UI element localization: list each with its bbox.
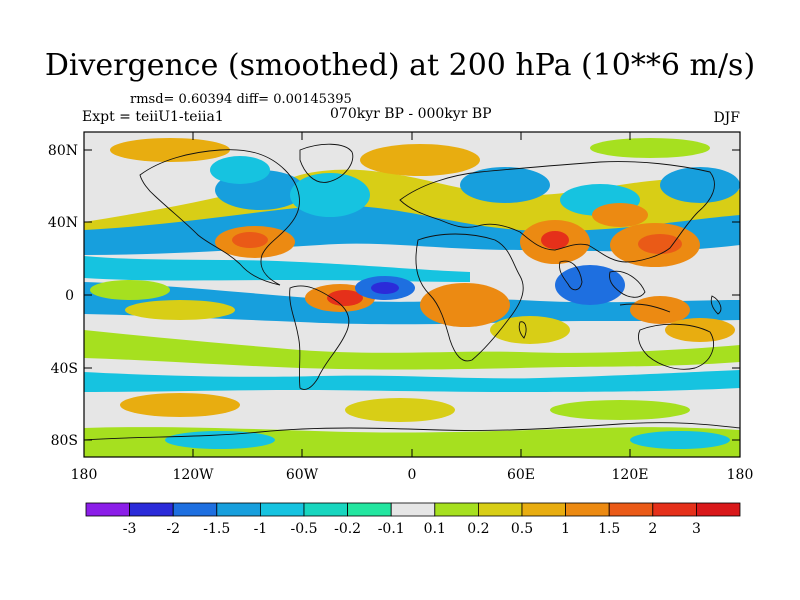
colorbar-label: 0.1 <box>424 521 446 537</box>
colorbar-swatch <box>477 502 523 517</box>
lat-label: 40S <box>51 361 78 377</box>
divergence-field <box>84 132 740 457</box>
season-label: DJF <box>713 110 740 126</box>
lat-label: 0 <box>65 288 74 304</box>
experiment-label: Expt = teiiU1-teiia1 <box>82 109 224 125</box>
colorbar-swatch <box>608 502 654 517</box>
colorbar-swatch <box>696 502 741 517</box>
colorbar-swatch <box>565 502 610 517</box>
colorbar <box>85 502 741 517</box>
colorbar-swatch <box>521 502 566 517</box>
stats-text: rmsd= 0.60394 diff= 0.00145395 <box>130 92 352 107</box>
colorbar-label: 0.2 <box>467 521 489 537</box>
colorbar-label: 3 <box>692 521 701 537</box>
lon-label: 60W <box>286 467 319 483</box>
plot-title: Divergence (smoothed) at 200 hPa (10**6 … <box>44 48 756 83</box>
lat-labels: 80N 40N 0 40S 80S <box>48 143 78 449</box>
lon-label: 120E <box>612 467 649 483</box>
colorbar-swatch <box>434 502 479 517</box>
colorbar-swatch <box>172 502 218 517</box>
colorbar-label: 1 <box>561 521 570 537</box>
colorbar-label: -0.2 <box>334 521 361 537</box>
lat-axis <box>84 149 740 441</box>
lon-label: 0 <box>408 467 417 483</box>
colorbar-labels: -3 -2 -1.5 -1 -0.5 -0.2 -0.1 0.1 0.2 0.5 1 1.5 2 3 <box>123 521 701 537</box>
colorbar-swatch <box>259 502 305 517</box>
colorbar-swatch <box>85 502 130 517</box>
lon-label: 120W <box>172 467 214 483</box>
lon-label: 180 <box>71 467 98 483</box>
lat-label: 40N <box>48 215 78 231</box>
colorbar-swatch <box>652 502 697 517</box>
colorbar-label: 0.5 <box>511 521 533 537</box>
lon-labels: 180 120W 60W 0 60E 120E 180 <box>71 467 754 483</box>
lon-label: 60E <box>507 467 535 483</box>
colorbar-swatch <box>390 502 436 517</box>
colorbar-swatch <box>303 502 348 517</box>
period-label: 070kyr BP - 000kyr BP <box>330 106 492 122</box>
colorbar-label: 1.5 <box>598 521 620 537</box>
colorbar-swatch <box>347 502 392 517</box>
colorbar-label: -3 <box>123 521 137 537</box>
colorbar-label: -1.5 <box>203 521 230 537</box>
lat-label: 80S <box>51 433 78 449</box>
colorbar-label: -0.1 <box>378 521 405 537</box>
colorbar-label: -0.5 <box>291 521 318 537</box>
colorbar-label: -2 <box>166 521 180 537</box>
lat-label: 80N <box>48 143 78 159</box>
colorbar-label: 2 <box>648 521 657 537</box>
colorbar-label: -1 <box>254 521 268 537</box>
colorbar-swatch <box>129 502 174 517</box>
colorbar-swatch <box>216 502 261 517</box>
coastlines <box>84 143 740 441</box>
lon-axis <box>83 132 741 457</box>
lon-label: 180 <box>727 467 754 483</box>
